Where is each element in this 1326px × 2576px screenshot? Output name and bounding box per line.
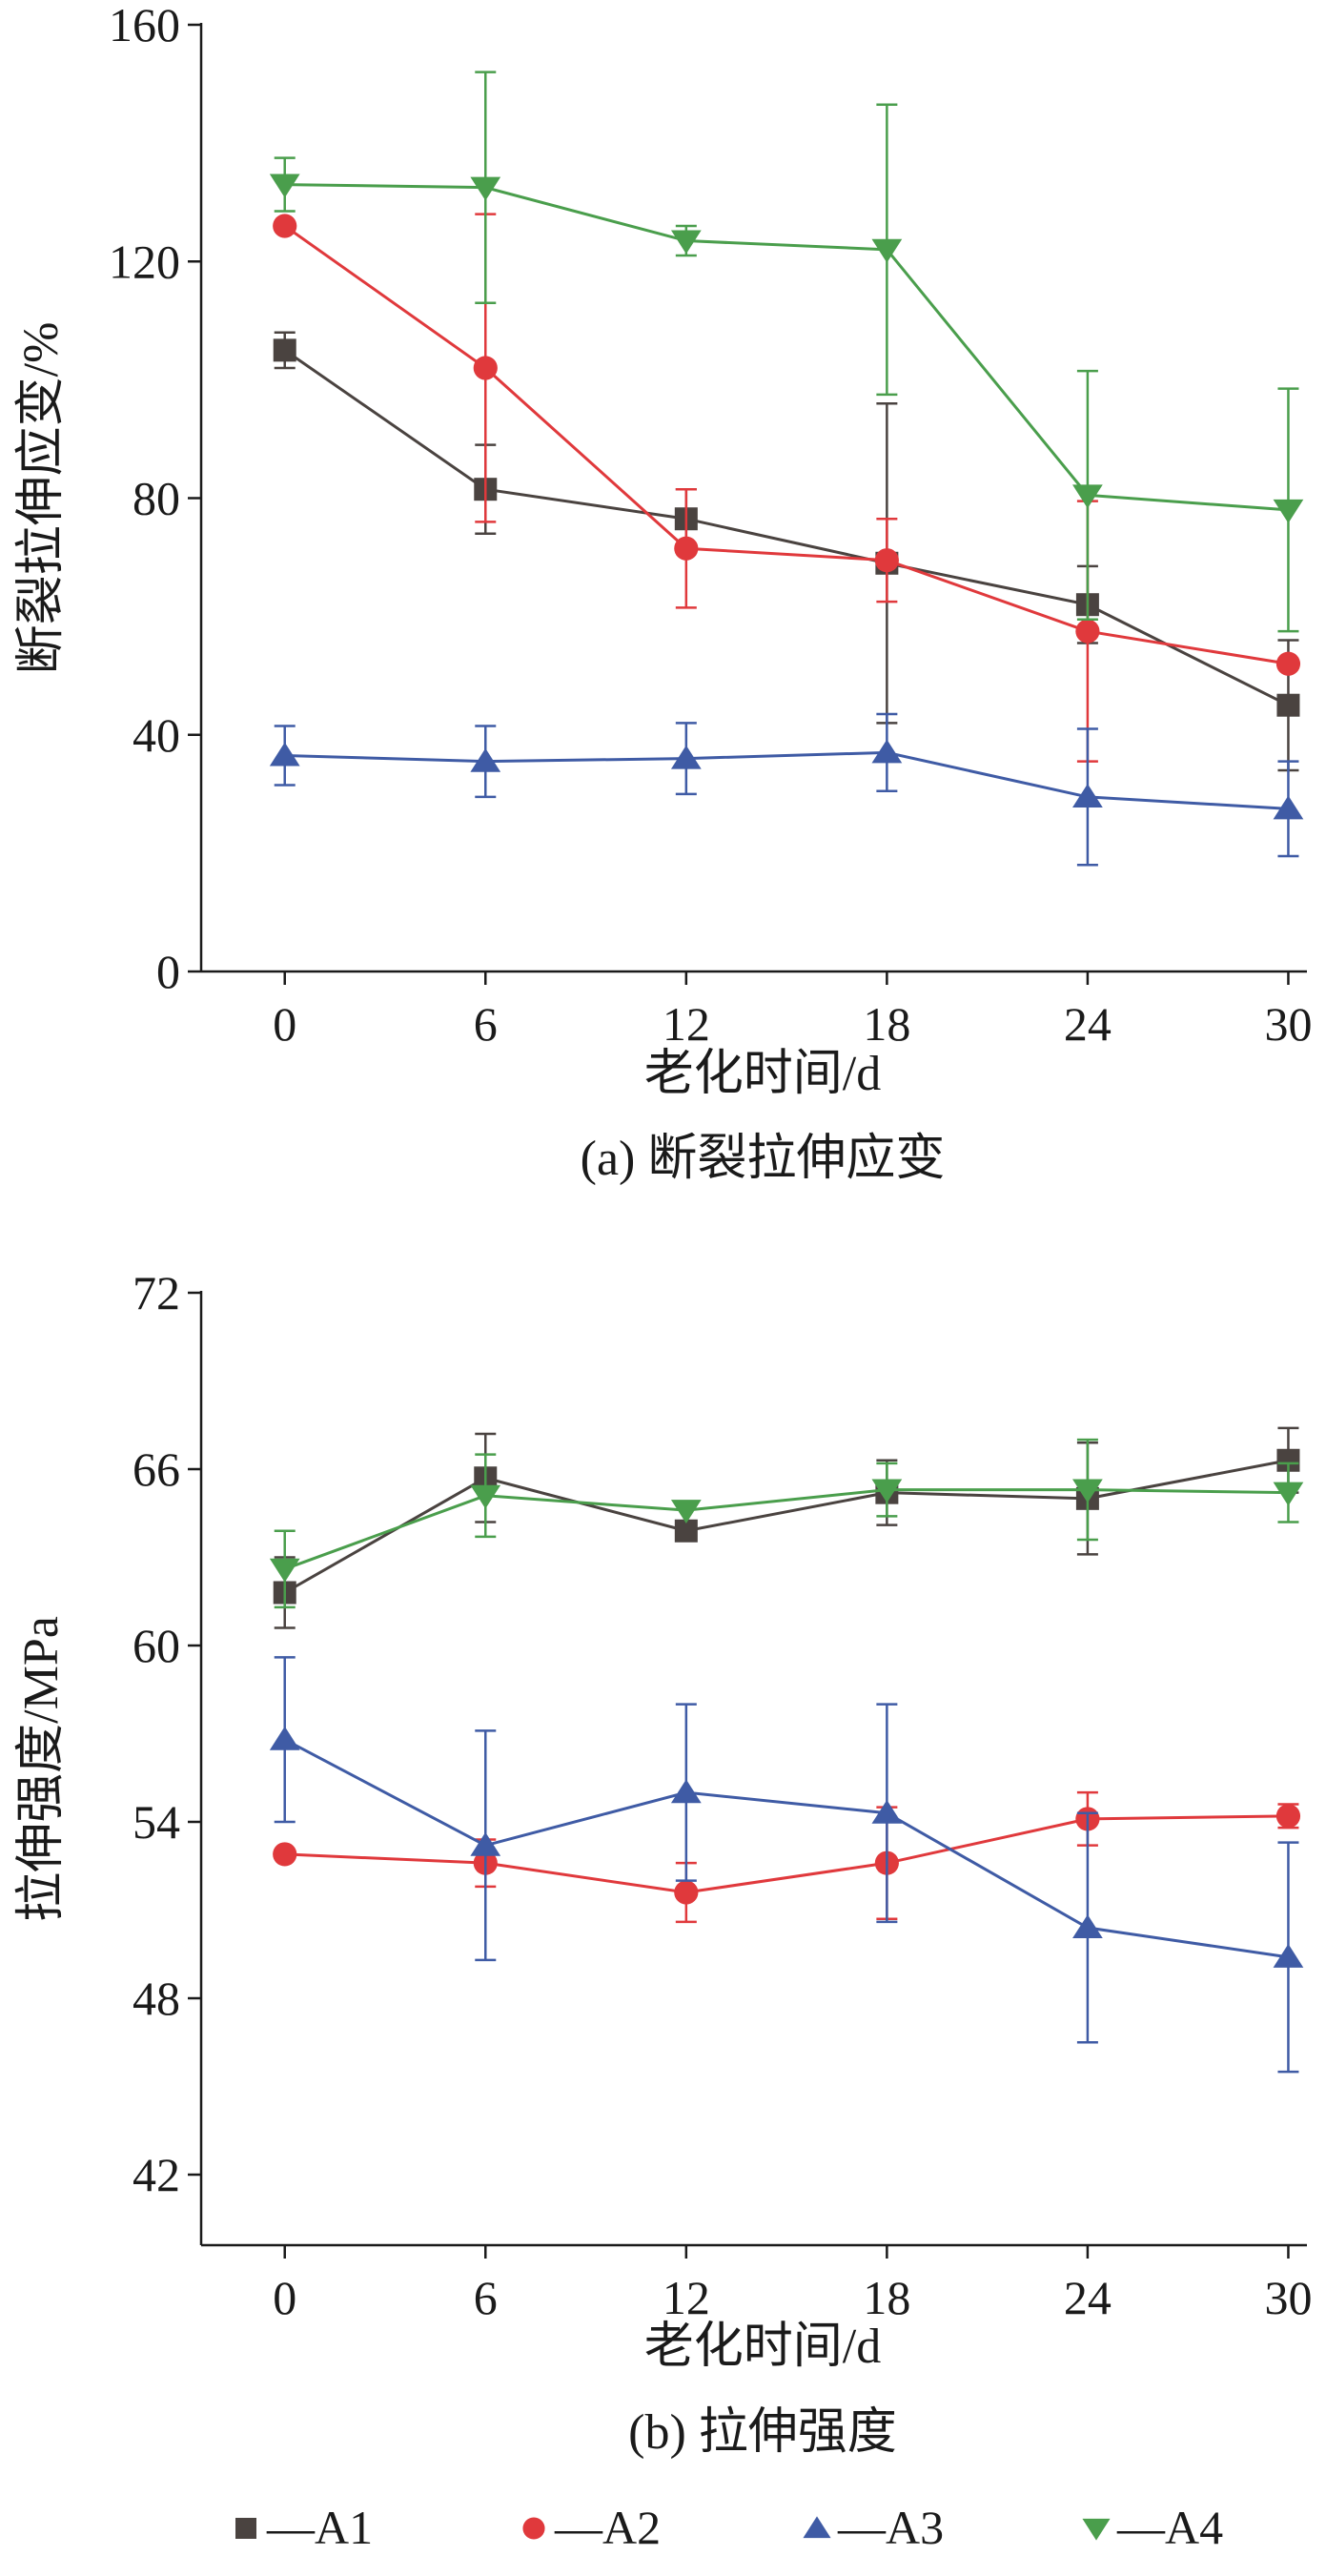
data-point-a4 <box>470 176 501 201</box>
series-a2 <box>273 1790 1301 1924</box>
data-point-a2 <box>473 356 498 380</box>
data-point-a4 <box>871 238 903 263</box>
y-tick-label: 54 <box>133 1795 180 1849</box>
data-point-a2 <box>1275 1804 1301 1829</box>
y-tick-label: 48 <box>133 1972 180 2025</box>
legend-marker <box>235 2518 256 2539</box>
data-point-a4 <box>269 1558 300 1583</box>
y-tick-label: 66 <box>133 1442 180 1496</box>
x-axis-title: 老化时间/d <box>644 1047 881 1101</box>
legend-label: —A2 <box>554 2501 661 2554</box>
data-point-a4 <box>269 174 300 198</box>
x-tick-label: 6 <box>474 997 498 1051</box>
y-tick-label: 40 <box>133 708 180 762</box>
data-point-a3 <box>1273 1944 1304 1968</box>
y-axis-title: 断裂拉伸应变/% <box>14 322 69 675</box>
data-point-a2 <box>674 1880 699 1905</box>
data-point-a1 <box>1276 693 1300 717</box>
data-point-a4 <box>1273 499 1304 523</box>
x-tick-label: 18 <box>863 997 910 1051</box>
y-tick-label: 60 <box>133 1619 180 1672</box>
data-point-a2 <box>1075 619 1100 644</box>
x-axis-title: 老化时间/d <box>644 2320 881 2374</box>
y-tick-label: 0 <box>156 945 180 998</box>
x-tick-label: 24 <box>1064 2271 1112 2324</box>
data-point-a4 <box>470 1484 501 1509</box>
legend-item-a3: —A3 <box>803 2501 944 2554</box>
data-point-a3 <box>470 1831 501 1856</box>
panel-caption: (b) 拉伸强度 <box>628 2405 897 2460</box>
y-tick-label: 120 <box>109 235 180 288</box>
y-axis-title: 拉伸强度/MPa <box>14 1616 69 1922</box>
legend-marker <box>1082 2518 1111 2541</box>
panel-caption: (a) 断裂拉伸应变 <box>581 1132 946 1186</box>
panel-a-elongation-chart: 0 6 12 18 24 30 0 40 80 120 160 老化时间/d 断裂拉伸应变/% (a) 断… <box>14 0 1313 1186</box>
data-point-a2 <box>874 548 899 573</box>
y-tick-label: 160 <box>109 0 180 51</box>
y-tick-label: 80 <box>133 472 180 525</box>
data-point-a3 <box>1273 795 1304 820</box>
x-tick-label: 30 <box>1264 997 1312 1051</box>
legend-label: —A1 <box>266 2501 373 2554</box>
x-tick-label: 12 <box>663 2271 710 2324</box>
data-point-a3 <box>670 745 702 769</box>
y-tick-label: 72 <box>133 1266 180 1319</box>
legend-label: —A3 <box>837 2501 944 2554</box>
series-a4 <box>269 71 1304 633</box>
data-point-a3 <box>1072 784 1103 808</box>
x-tick-label: 18 <box>863 2271 910 2324</box>
data-point-a2 <box>1275 651 1301 676</box>
series-line-a1 <box>283 349 1290 707</box>
data-point-a3 <box>871 1799 903 1824</box>
data-point-a4 <box>1072 1479 1103 1503</box>
x-tick-label: 24 <box>1064 997 1112 1051</box>
data-point-a1 <box>273 338 296 362</box>
data-point-a4 <box>1072 484 1103 509</box>
data-point-a2 <box>674 536 699 561</box>
series-line-a1 <box>283 1459 1289 1594</box>
x-tick-label: 0 <box>273 2271 296 2324</box>
series-line-a2 <box>284 1814 1289 1894</box>
legend: —A1 —A2 —A3 —A4 <box>235 2501 1223 2554</box>
legend-item-a2: —A2 <box>522 2501 661 2554</box>
data-point-a4 <box>871 1479 903 1503</box>
data-point-a3 <box>269 742 300 767</box>
data-point-a2 <box>273 214 297 238</box>
data-point-a4 <box>670 230 702 255</box>
data-point-a4 <box>670 1500 702 1523</box>
x-tick-label: 0 <box>273 997 296 1051</box>
series-a3 <box>269 712 1304 867</box>
series-a4 <box>269 1438 1304 1609</box>
legend-label: —A4 <box>1116 2501 1223 2554</box>
data-point-a2 <box>273 1842 297 1867</box>
series-line-a2 <box>283 224 1289 665</box>
y-tick-label: 42 <box>133 2148 180 2201</box>
x-tick-label: 6 <box>474 2271 498 2324</box>
data-point-a3 <box>269 1726 300 1750</box>
data-point-a3 <box>470 747 501 772</box>
series-a2 <box>273 213 1301 763</box>
legend-marker <box>522 2517 545 2540</box>
x-tick-label: 12 <box>663 997 710 1051</box>
legend-item-a1: —A1 <box>235 2501 373 2554</box>
data-point-a4 <box>1273 1482 1304 1506</box>
series-line-a4 <box>284 183 1289 512</box>
series-line-a3 <box>284 1738 1289 1959</box>
series-line-a4 <box>284 1488 1289 1571</box>
x-tick-label: 30 <box>1264 2271 1312 2324</box>
series-a1 <box>273 1426 1300 1629</box>
data-point-a3 <box>670 1779 702 1804</box>
legend-item-a4: —A4 <box>1082 2501 1223 2554</box>
panel-b-tensile-strength-chart: 0 6 12 18 24 30 42 48 54 60 66 72 老化时间/d 拉伸强度/MPa (b) … <box>14 1266 1313 2460</box>
series-a3 <box>269 1656 1304 2074</box>
data-point-a3 <box>871 739 903 764</box>
series-line-a3 <box>284 750 1289 810</box>
legend-marker <box>803 2516 831 2539</box>
series-a1 <box>273 331 1300 772</box>
data-point-a3 <box>1072 1914 1103 1939</box>
